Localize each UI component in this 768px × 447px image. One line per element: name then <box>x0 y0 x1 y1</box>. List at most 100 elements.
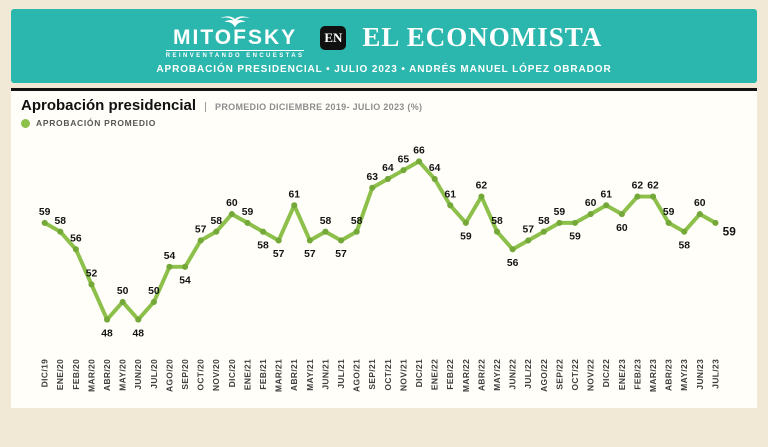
data-point-marker <box>400 167 407 174</box>
data-point-value-label: 58 <box>55 216 67 227</box>
x-axis-month-label: FEB/20 <box>71 359 81 390</box>
x-axis-month-label: SEP/21 <box>367 359 377 390</box>
chart-title-row: Aprobación presidencial PROMEDIO DICIEMB… <box>21 97 747 114</box>
chart-card: Aprobación presidencial PROMEDIO DICIEMB… <box>11 88 757 409</box>
data-point-value-label: 58 <box>678 240 690 251</box>
data-point-value-label: 64 <box>429 163 441 174</box>
data-point-marker <box>431 175 438 183</box>
masthead: MITOFSKY REINVENTANDO ENCUESTAS EN EL EC… <box>11 9 757 83</box>
x-axis-month-label: OCT/21 <box>383 359 393 391</box>
x-axis-month-label: JUL/21 <box>336 359 346 389</box>
data-point-marker <box>634 193 641 200</box>
x-axis-month-label: OCT/20 <box>196 359 206 391</box>
data-point-value-label: 60 <box>616 223 628 234</box>
data-point-marker <box>540 228 547 235</box>
data-point-marker <box>493 228 501 235</box>
x-axis-month-label: JUL/23 <box>710 359 720 389</box>
masthead-logo-row: MITOFSKY REINVENTANDO ENCUESTAS EN EL EC… <box>21 16 747 59</box>
x-axis-month-label: MAR/21 <box>274 359 284 392</box>
data-point-marker <box>571 219 579 226</box>
approval-line-chart: 59 DIC/19 58 ENE/20 56 FEB/20 52 MAR/20 48 ABR/20… <box>39 145 737 392</box>
x-axis-month-label: MAY/23 <box>679 359 689 391</box>
en-badge: EN <box>320 25 347 50</box>
data-point-value-label: 58 <box>320 216 332 227</box>
x-axis-month-label: ENE/22 <box>430 359 440 390</box>
data-point-value-label: 58 <box>257 240 269 251</box>
data-point-value-label: 56 <box>507 258 519 269</box>
masthead-subtitle: APROBACIÓN PRESIDENCIAL • JULIO 2023 • A… <box>156 64 612 75</box>
data-point-marker <box>166 263 173 270</box>
approval-series-line <box>42 159 718 322</box>
x-axis-month-label: JUL/20 <box>149 359 159 389</box>
data-point-value-label: 52 <box>86 269 98 280</box>
x-axis-month-label: DIC/20 <box>227 359 237 387</box>
data-point-value-label: 48 <box>101 328 113 339</box>
data-point-marker <box>681 228 688 235</box>
data-point-marker <box>306 237 313 244</box>
data-point-value-label: 61 <box>600 189 612 200</box>
x-axis-month-label: AGO/21 <box>352 359 362 392</box>
data-point-value-label: 59 <box>554 207 566 218</box>
data-point-value-label: 58 <box>538 216 550 227</box>
x-axis-month-label: ENE/20 <box>55 359 65 390</box>
data-point-value-label: 59 <box>39 207 51 218</box>
data-point-value-label: 59 <box>723 225 737 239</box>
x-axis-month-label: NOV/21 <box>398 359 408 391</box>
data-point-marker <box>649 193 657 200</box>
data-point-marker <box>322 228 329 235</box>
chart-legend: APROBACIÓN PROMEDIO <box>21 118 747 128</box>
x-axis-month-label: JUN/22 <box>508 359 518 390</box>
data-point-value-label: 61 <box>289 189 301 200</box>
data-point-marker <box>119 298 126 306</box>
data-point-marker <box>72 246 79 253</box>
data-point-value-label: 58 <box>351 216 363 227</box>
data-point-value-label: 59 <box>242 207 254 218</box>
data-point-value-label: 50 <box>117 286 129 297</box>
x-axis-month-label: AGO/22 <box>539 359 549 392</box>
x-axis-month-label: ABR/21 <box>289 359 299 391</box>
data-point-marker <box>603 202 610 209</box>
data-point-value-label: 58 <box>211 216 223 227</box>
data-point-value-label: 60 <box>694 198 706 209</box>
x-axis-month-label: ENE/21 <box>242 359 252 390</box>
chart-title: Aprobación presidencial <box>21 97 197 114</box>
data-point-marker <box>447 202 454 209</box>
data-point-value-label: 63 <box>366 172 378 183</box>
data-point-value-label: 54 <box>164 251 176 262</box>
x-axis-month-label: MAR/20 <box>86 359 96 392</box>
mitofsky-wordmark: MITOFSKY <box>173 26 298 49</box>
data-point-marker <box>228 211 235 218</box>
data-point-value-label: 65 <box>398 154 410 165</box>
x-axis-month-label: DIC/22 <box>601 359 611 387</box>
data-point-marker <box>244 219 251 226</box>
x-axis-month-label: MAY/21 <box>305 359 315 391</box>
x-axis-month-label: MAR/23 <box>648 359 658 392</box>
data-point-marker <box>182 263 189 270</box>
chart-subtitle: PROMEDIO DICIEMBRE 2019- JULIO 2023 (%) <box>205 102 422 112</box>
data-point-marker <box>104 316 111 323</box>
x-axis-month-label: JUN/23 <box>695 359 705 390</box>
data-point-marker <box>587 211 594 218</box>
data-point-value-label: 57 <box>195 225 207 236</box>
data-point-marker <box>88 281 95 288</box>
x-axis-month-label: ABR/22 <box>476 359 486 391</box>
data-point-value-label: 62 <box>476 181 488 192</box>
data-point-value-label: 48 <box>133 328 145 339</box>
x-axis-month-label: ABR/23 <box>664 359 674 391</box>
data-point-marker <box>213 228 220 235</box>
data-point-marker <box>260 228 267 235</box>
x-axis-month-label: FEB/21 <box>258 359 268 390</box>
mitofsky-tagline: REINVENTANDO ENCUESTAS <box>165 50 305 59</box>
data-point-marker <box>353 228 360 235</box>
data-point-value-label: 59 <box>663 207 675 218</box>
data-point-marker <box>556 219 563 226</box>
mitofsky-logo: MITOFSKY REINVENTANDO ENCUESTAS <box>165 16 305 59</box>
x-axis-month-label: JUN/20 <box>133 359 143 390</box>
data-point-marker <box>197 237 204 244</box>
data-point-value-label: 59 <box>460 232 472 243</box>
mitofsky-eagle-icon <box>220 16 251 28</box>
data-point-value-label: 57 <box>273 249 285 260</box>
x-axis-month-label: JUN/21 <box>320 359 330 390</box>
data-point-value-label: 60 <box>585 198 597 209</box>
data-point-marker <box>478 193 485 200</box>
